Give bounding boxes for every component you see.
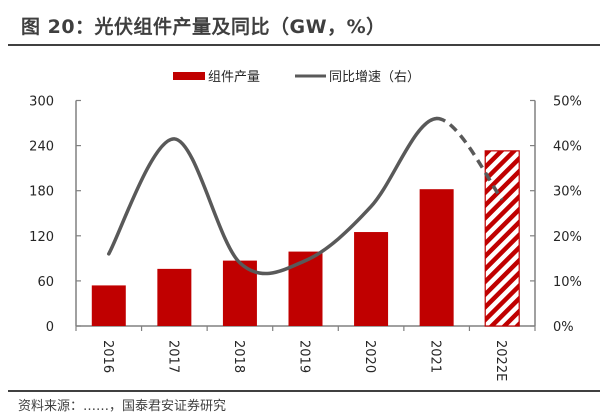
bar — [354, 232, 389, 326]
figure-title: 图 20：光伏组件产量及同比（GW，%） — [21, 16, 386, 38]
source-note: 资料来源：……，国泰君安证券研究 — [18, 399, 227, 414]
left-axis-tick-label: 60 — [37, 275, 54, 290]
x-axis-label: 2020 — [362, 340, 377, 373]
right-axis-tick-label: 40% — [553, 140, 582, 155]
x-axis-label: 2021 — [428, 340, 443, 373]
x-axis-label: 2017 — [165, 340, 180, 373]
bar — [157, 268, 192, 326]
x-axis-label: 2018 — [231, 340, 246, 373]
right-axis-tick-label: 30% — [553, 185, 582, 200]
x-axis-label: 2019 — [297, 340, 312, 373]
right-axis-tick-label: 20% — [553, 230, 582, 245]
bar — [419, 189, 454, 326]
right-axis-tick-label: 50% — [553, 95, 582, 110]
growth-line-forecast — [436, 116, 504, 201]
chart: 组件产量 同比增速（右） 0 60 120 180 240 300 0% 10% 20% 30% 4… — [29, 70, 582, 381]
right-axis-tick-label: 0% — [553, 320, 574, 335]
left-axis-tick-label: 120 — [29, 230, 54, 245]
left-axis-tick-label: 180 — [29, 185, 54, 200]
bar — [288, 251, 323, 326]
legend-swatch-bar — [173, 72, 205, 80]
growth-line — [107, 116, 439, 276]
legend: 组件产量 同比增速（右） — [173, 70, 420, 85]
left-axis-tick-label: 0 — [46, 320, 54, 335]
legend-label-line: 同比增速（右） — [329, 70, 420, 85]
title-divider — [8, 44, 600, 46]
left-axis-tick-label: 240 — [29, 140, 54, 155]
right-axis-tick-label: 10% — [553, 275, 582, 290]
legend-label-bar: 组件产量 — [208, 70, 260, 85]
footer-divider — [8, 390, 600, 392]
x-axis-label: 2022E — [493, 340, 508, 381]
bar — [91, 285, 126, 326]
bar-forecast — [484, 150, 520, 327]
left-axis-tick-label: 300 — [29, 95, 54, 110]
x-axis-label: 2016 — [100, 340, 115, 373]
